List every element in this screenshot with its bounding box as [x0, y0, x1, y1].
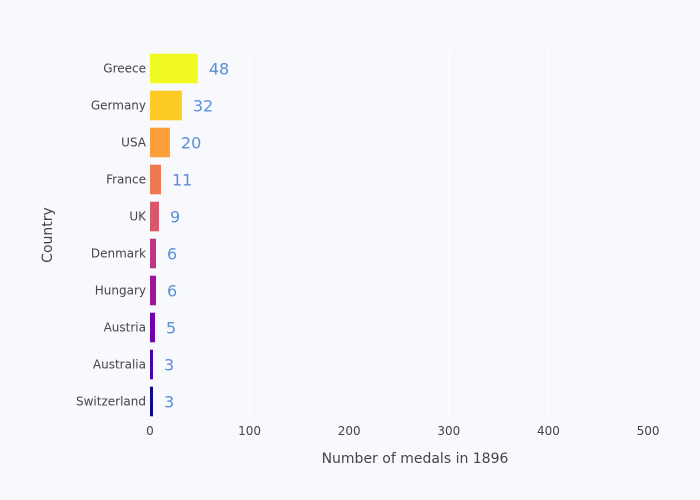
data-label: 5 — [166, 319, 176, 338]
data-label: 3 — [164, 356, 174, 375]
y-tick-label: France — [106, 173, 146, 187]
label-layer: 48 32 20 11 9 6 6 5 3 3 — [164, 60, 229, 412]
x-tick-label: 0 — [146, 424, 154, 438]
x-tick-label: 300 — [437, 424, 460, 438]
data-label: 32 — [193, 97, 213, 116]
bar — [150, 349, 153, 380]
x-tick-label: 100 — [238, 424, 261, 438]
y-tick-labels: Greece Germany USA France UK Denmark Hungary Au… — [76, 62, 147, 409]
bar — [150, 238, 156, 269]
bar — [150, 275, 156, 306]
bar — [150, 164, 161, 195]
y-tick-label: Denmark — [91, 247, 146, 261]
data-label: 11 — [172, 171, 192, 190]
grid-layer — [249, 50, 649, 420]
y-tick-label: Austria — [104, 321, 146, 335]
bar — [150, 90, 182, 121]
bar — [150, 201, 159, 232]
y-tick-label: Switzerland — [76, 395, 146, 409]
bar — [150, 127, 170, 158]
data-label: 9 — [170, 208, 180, 227]
y-tick-label: Australia — [93, 358, 146, 372]
data-label: 20 — [181, 134, 201, 153]
y-axis-title: Country — [40, 207, 56, 263]
x-axis-title: Number of medals in 1896 — [322, 451, 509, 467]
x-tick-label: 500 — [637, 424, 660, 438]
data-label: 6 — [167, 282, 177, 301]
y-tick-label: Germany — [91, 99, 146, 113]
x-tick-label: 200 — [338, 424, 361, 438]
data-label: 48 — [209, 60, 229, 79]
y-tick-label: USA — [121, 136, 147, 150]
y-tick-label: Hungary — [95, 284, 146, 298]
y-tick-label: UK — [129, 210, 147, 224]
x-tick-label: 400 — [537, 424, 560, 438]
data-label: 3 — [164, 393, 174, 412]
data-label: 6 — [167, 245, 177, 264]
bar — [150, 386, 153, 417]
bar-layer — [150, 53, 198, 417]
bar — [150, 312, 155, 343]
y-tick-label: Greece — [103, 62, 146, 76]
x-tick-labels: 0 100 200 300 400 500 — [146, 424, 659, 438]
bar — [150, 53, 198, 84]
